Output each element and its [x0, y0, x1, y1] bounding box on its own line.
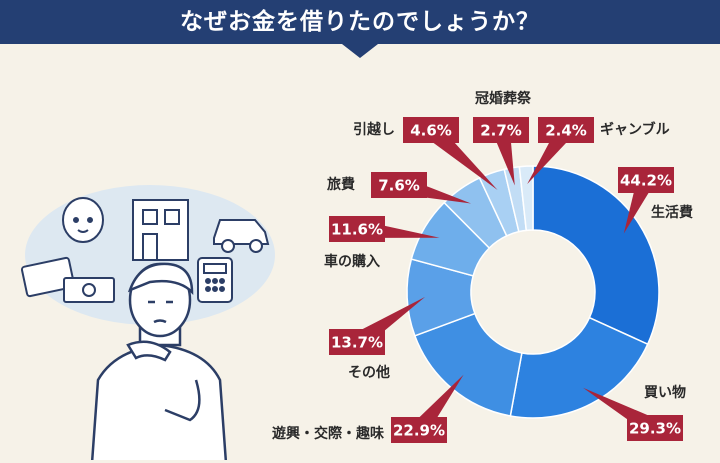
thinking-man [90, 262, 228, 460]
value-label: 44.2% [620, 172, 672, 190]
value-label: 2.7% [480, 122, 522, 140]
value-label: 11.6% [331, 221, 383, 239]
baby-face-icon [62, 197, 104, 243]
value-label-box [329, 329, 385, 355]
value-label-box [618, 167, 674, 193]
house-icon [132, 199, 189, 261]
category-label: 引越し [353, 121, 395, 138]
credit-card-icon [20, 256, 76, 298]
banknote-icon [63, 277, 115, 303]
value-label: 13.7% [331, 334, 383, 352]
illustration [20, 185, 275, 460]
value-label-box [391, 417, 447, 443]
value-label: 2.4% [545, 122, 587, 140]
value-label: 7.6% [378, 177, 420, 195]
category-label: 車の購入 [324, 253, 380, 270]
category-label: 生活費 [651, 204, 693, 221]
category-label: 旅費 [327, 176, 355, 193]
value-label-box [329, 216, 385, 242]
category-label: 買い物 [644, 384, 686, 401]
value-label: 29.3% [629, 420, 681, 438]
calculator-icon [197, 257, 233, 303]
page-title: なぜお金を借りたのでしょうか？ [180, 9, 540, 35]
car-icon [213, 219, 270, 253]
donut-segment [518, 165, 534, 232]
donut-segment [509, 316, 649, 419]
category-label: 遊興・交際・趣味 [272, 425, 384, 442]
value-label: 22.9% [393, 422, 445, 440]
value-label-box [627, 415, 683, 441]
value-label-box [371, 172, 427, 198]
value-label-box [473, 117, 529, 143]
donut-segment [532, 165, 660, 346]
value-label: 4.6% [410, 122, 452, 140]
category-label: その他 [348, 364, 390, 381]
category-label: 冠婚葬祭 [475, 90, 532, 107]
value-label-box [538, 117, 594, 143]
category-label: ギャンブル [600, 121, 670, 138]
value-label-box [403, 117, 459, 143]
